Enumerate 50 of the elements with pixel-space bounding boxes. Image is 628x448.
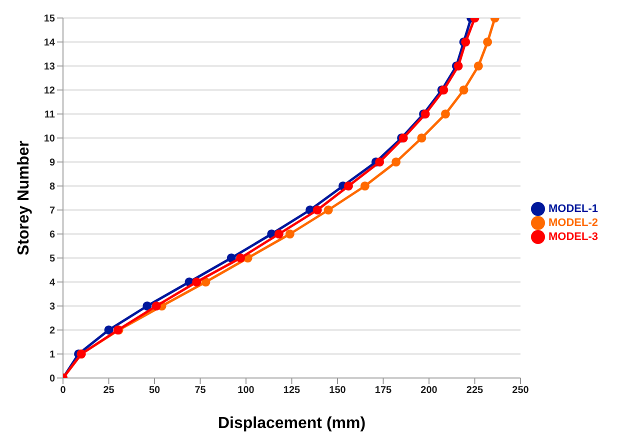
x-tick-label: 225 bbox=[466, 385, 484, 396]
x-tick-label: 0 bbox=[60, 385, 66, 396]
point bbox=[417, 133, 426, 143]
point bbox=[285, 229, 294, 239]
point bbox=[375, 157, 384, 167]
point bbox=[392, 157, 401, 167]
y-tick-label: 7 bbox=[49, 206, 56, 217]
point bbox=[152, 301, 161, 311]
x-tick-label: 50 bbox=[148, 385, 160, 396]
point bbox=[459, 85, 468, 95]
y-tick-label: 3 bbox=[49, 302, 56, 313]
point bbox=[474, 61, 483, 71]
x-tick-label: 150 bbox=[329, 385, 346, 396]
point bbox=[360, 181, 370, 191]
y-tick-label: 12 bbox=[44, 86, 56, 97]
y-tick-label: 5 bbox=[49, 254, 56, 265]
y-tick-label: 1 bbox=[49, 350, 56, 361]
y-tick-label: 8 bbox=[49, 182, 56, 193]
point bbox=[104, 325, 114, 335]
legend-label: MODEL-2 bbox=[548, 216, 598, 229]
point bbox=[483, 37, 492, 47]
legend-label: MODEL-1 bbox=[548, 202, 598, 215]
point bbox=[236, 253, 246, 263]
y-tick-label: 2 bbox=[49, 326, 56, 337]
x-tick-label: 25 bbox=[103, 385, 115, 396]
x-tick-label: 75 bbox=[194, 385, 206, 396]
x-tick-label: 250 bbox=[512, 385, 530, 396]
y-tick-label: 4 bbox=[49, 278, 56, 289]
x-tick-label: 175 bbox=[374, 385, 392, 396]
point bbox=[312, 205, 322, 215]
point bbox=[142, 301, 152, 311]
x-tick-label: 125 bbox=[283, 385, 301, 396]
x-tick-label: 100 bbox=[238, 385, 255, 396]
point bbox=[344, 181, 353, 191]
y-tick-label: 6 bbox=[49, 230, 56, 241]
y-tick-label: 15 bbox=[44, 14, 56, 25]
x-tick-label: 200 bbox=[420, 385, 438, 396]
point bbox=[274, 229, 284, 239]
y-tick-label: 9 bbox=[49, 158, 56, 169]
y-tick-label: 11 bbox=[44, 110, 56, 121]
y-tick-label: 14 bbox=[44, 38, 56, 49]
y-tick-label: 10 bbox=[44, 134, 56, 145]
point bbox=[192, 277, 202, 287]
legend-label: MODEL-3 bbox=[548, 230, 598, 243]
point bbox=[440, 109, 450, 119]
point bbox=[324, 205, 333, 215]
y-tick-label: 13 bbox=[44, 62, 56, 73]
y-tick-label: 0 bbox=[49, 374, 56, 385]
y-axis-title: Storey Number bbox=[16, 140, 33, 256]
x-axis-title: Displacement (mm) bbox=[218, 415, 366, 432]
